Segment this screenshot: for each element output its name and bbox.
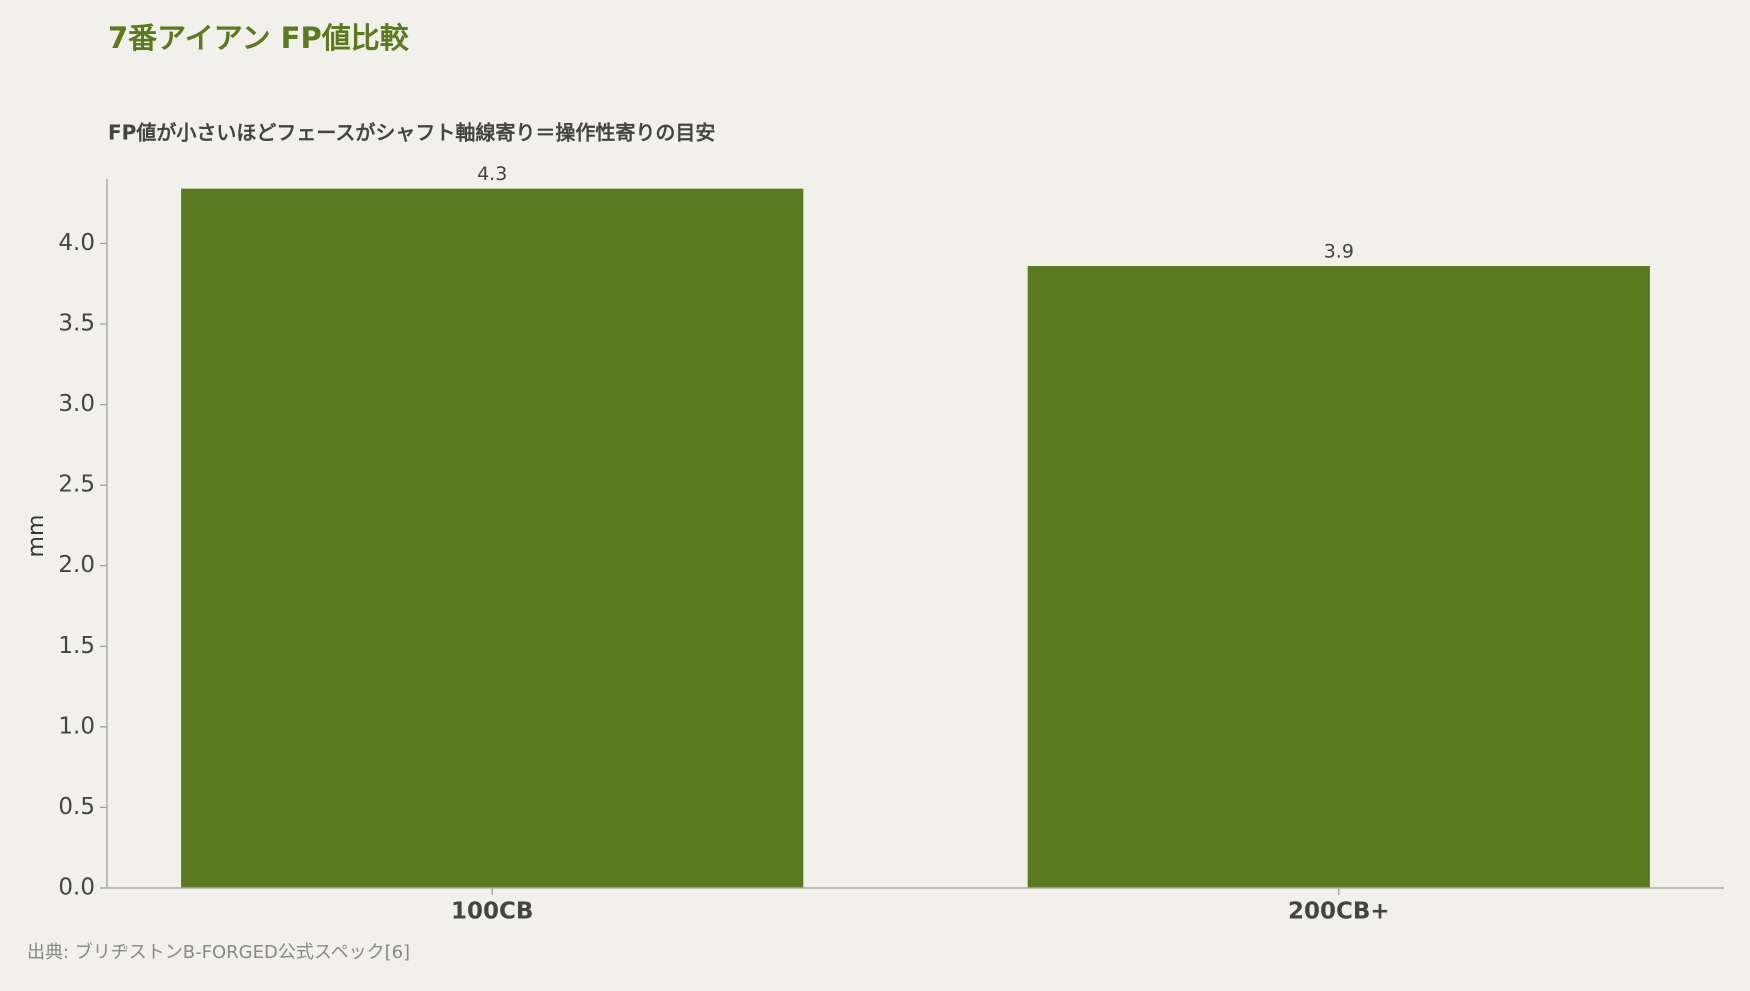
- bar: [181, 188, 804, 888]
- x-tick-label: 100CB: [451, 899, 533, 925]
- value-label: 3.9: [1324, 241, 1354, 263]
- y-tick-label: 1.5: [58, 633, 95, 659]
- bar: [1027, 266, 1650, 888]
- y-tick-label: 3.5: [58, 311, 95, 337]
- y-tick-label: 0.5: [58, 794, 95, 820]
- chart-title: 7番アイアン FP値比較: [108, 21, 410, 55]
- chart-subtitle: FP値が小さいほどフェースがシャフト軸線寄り＝操作性寄りの目安: [108, 121, 715, 145]
- y-tick-label: 1.0: [58, 713, 95, 739]
- x-tick-label: 200CB+: [1288, 899, 1390, 925]
- source-note: 出典: ブリヂストンB-FORGED公式スペック[6]: [27, 941, 410, 963]
- value-label: 4.3: [477, 163, 507, 185]
- y-tick-label: 2.5: [58, 472, 95, 498]
- y-axis-label: mm: [24, 515, 49, 558]
- y-tick-label: 3.0: [58, 391, 95, 417]
- y-tick-label: 4.0: [58, 230, 95, 256]
- y-tick-label: 0.0: [58, 875, 95, 901]
- y-tick-label: 2.0: [58, 552, 95, 578]
